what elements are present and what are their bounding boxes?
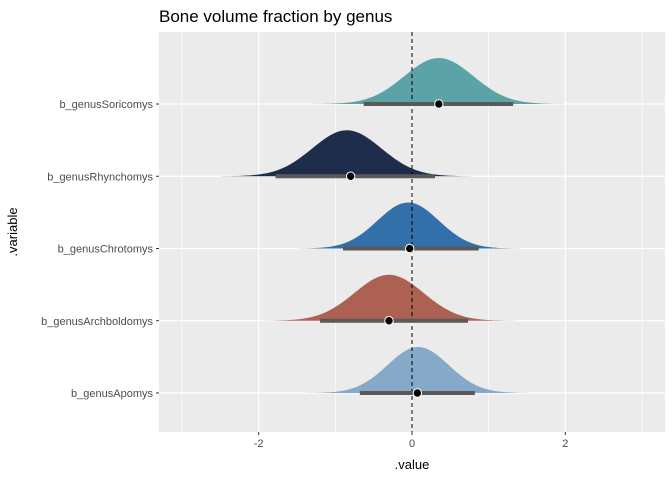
y-tick-label: b_genusSoricomys: [59, 99, 153, 111]
density-b_genusArchboldomys: [243, 274, 549, 321]
x-axis-title: .value: [395, 457, 430, 472]
y-tick-label: b_genusApomys: [71, 388, 153, 400]
density-b_genusSoricomys: [289, 58, 593, 104]
density-b_genusApomys: [277, 347, 553, 393]
x-tick-label: 2: [562, 438, 568, 450]
x-tick-label: -2: [254, 438, 264, 450]
density-b_genusChrotomys: [268, 202, 549, 249]
point-b_genusSoricomys: [434, 99, 444, 109]
x-axis: -2 0 2: [254, 432, 568, 450]
x-tick-label: 0: [409, 438, 415, 450]
y-tick-label: b_genusChrotomys: [58, 244, 154, 256]
density-b_genusRhynchomys: [210, 130, 510, 177]
y-tick-label: b_genusArchboldomys: [41, 316, 153, 328]
y-tick-label: b_genusRhynchomys: [47, 171, 153, 183]
y-axis-title: .variable: [5, 207, 20, 256]
y-axis: b_genusSoricomys b_genusRhynchomys b_genus…: [41, 99, 159, 400]
density-layer: [210, 58, 593, 393]
interval-layer: [275, 99, 514, 398]
point-b_genusRhynchomys: [345, 171, 356, 181]
point-b_genusArchboldomys: [384, 316, 394, 326]
point-b_genusApomys: [412, 388, 423, 398]
point-b_genusChrotomys: [405, 243, 415, 254]
chart-title: Bone volume fraction by genus: [159, 7, 392, 26]
